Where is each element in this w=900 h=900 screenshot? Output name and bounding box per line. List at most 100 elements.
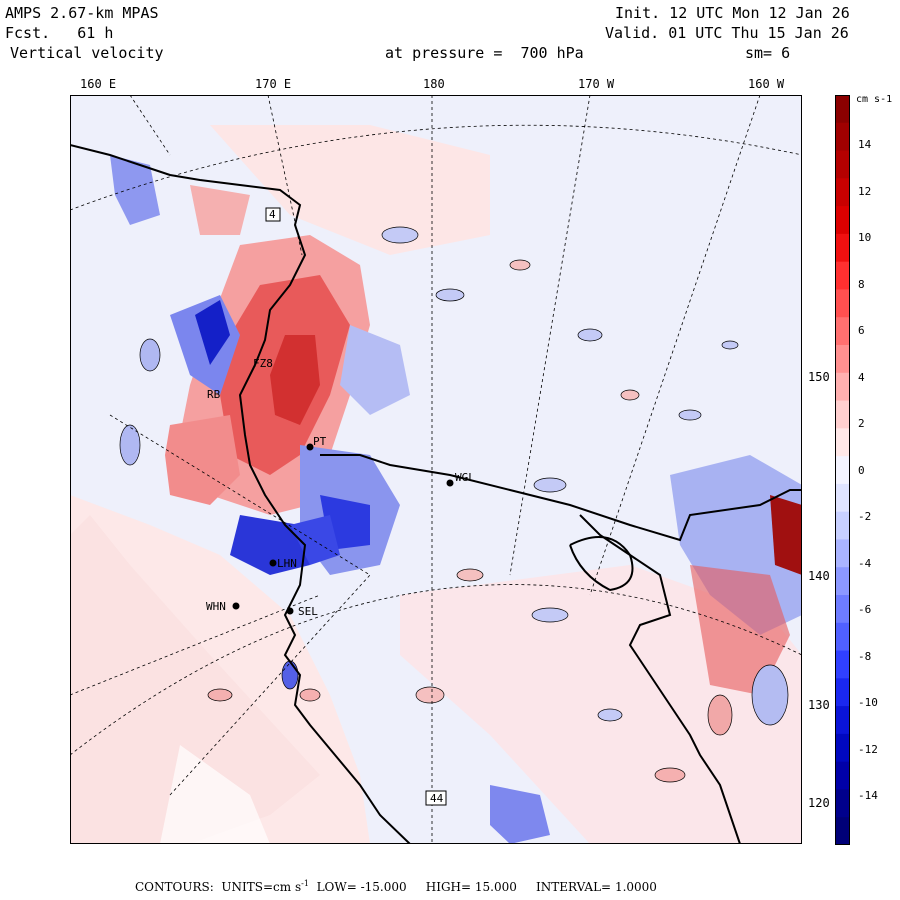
colorbar-swatch [835,233,850,263]
scattered-cells [119,226,789,783]
field-name: Vertical velocity [10,44,164,62]
colorbar-swatch [835,178,850,207]
colorbar-swatch [835,817,850,845]
fcst-label: Fcst. [5,24,51,42]
colorbar-swatch [835,206,850,235]
station-lhn-label: LHN [277,557,297,570]
colorbar-swatch [835,483,850,513]
lon-label-160e: 160 E [80,77,117,91]
colorbar-tick-label: 14 [858,138,872,151]
downdraft-1-core [195,300,230,365]
low-value: -15.000 [360,880,407,894]
colorbar-swatch [835,150,850,179]
colorbar-swatch [835,595,850,624]
station-pt-dot [306,443,314,451]
colorbar-swatch [835,733,850,763]
station-sel-dot [286,607,294,615]
island [569,536,634,592]
coastline [70,144,802,844]
east-pink-region [400,565,802,844]
meridian-160w [589,95,761,596]
colorbar-swatch [835,372,850,402]
colorbar-swatch [835,511,850,540]
colorbar-tick-label: 12 [858,184,872,198]
updraft-west [165,415,240,505]
colorbar-tick-label: -14 [858,789,878,802]
colorbar-swatch [835,456,850,485]
updraft-east [690,565,790,695]
colorbar-swatch [835,428,850,457]
station-44-label: 44 [430,792,444,805]
fcst-value: 61 h [77,24,114,42]
colorbar-tick-label: 2 [858,417,865,430]
updraft-east-max [770,495,802,575]
colorbar-swatch [835,650,850,679]
contour-info: CONTOURS: UNITS=cm s-1 LOW= -15.000 HIGH… [135,879,657,894]
station-wgl-label: WGL [455,471,475,484]
station-pt-label: PT [313,435,327,448]
colorbar-swatch [835,317,850,346]
meridian-west [109,414,371,576]
colorbar-swatch [835,122,850,152]
colorbar-swatch [835,789,850,818]
low-label: LOW= [316,880,357,894]
colorbar-swatch [835,539,850,568]
lon-label-170w: 170 W [578,77,615,91]
colorbar-swatch [835,289,850,318]
station-wgl-dot [446,479,454,487]
station-whn-label: WHN [206,600,226,613]
updraft-north [190,185,250,235]
interval-label: INTERVAL= [535,880,612,894]
colorbar-units: cm s-1 [856,94,893,105]
colorbar-tick-label: -8 [858,649,872,663]
southwest-pink-region [70,515,320,844]
contours-label: CONTOURS: [135,880,214,894]
pressure-label: at pressure = [385,44,503,62]
colorbar-swatch [835,95,850,124]
colorbar-tick-label: -10 [858,696,878,709]
station-fz8-label: FZ8 [253,357,273,370]
downdraft-6 [290,515,340,565]
station-sel-label: SEL [298,605,318,618]
meridian-sw [70,594,321,696]
downdraft-4 [340,325,410,415]
colorbar-swatch [835,567,850,596]
units-label: UNITS=cm s [221,880,302,894]
colorbar [835,95,850,845]
model-title: AMPS 2.67-km MPAS [5,4,159,22]
high-value: 15.000 [474,880,517,894]
colorbar-frame [835,95,850,845]
colorbar-swatch [835,678,850,707]
map-frame [70,95,802,844]
units-exponent: -1 [301,879,309,888]
lon-label-160w: 160 W [748,77,785,91]
meridian-160e [129,95,171,156]
colorbar-swatch [835,622,850,652]
parallel-2 [70,584,802,756]
meridian-s [169,574,371,796]
forecast-hour: Fcst. 61 h [5,24,113,42]
station-4-label: 4 [269,208,276,221]
valid-time: Valid. 01 UTC Thu 15 Jan 26 [605,24,849,42]
colorbar-tick-label: 0 [858,463,865,477]
white-patch [160,745,270,844]
colorbar-swatch [835,345,850,374]
colorbar-tick-label: -12 [858,742,878,756]
colorbar-swatch [835,706,850,735]
colorbar-tick-label: -4 [858,556,872,570]
vertical-velocity-map: 4 FZ8 RB PT WGL LHN WHN SEL 44 [70,95,802,844]
colorbar-swatch [835,261,850,290]
lon-label-170e: 170 E [255,77,292,91]
smoothing: sm= 6 [745,44,791,62]
station-rb-label: RB [207,388,221,401]
colorbar-tick-label: -2 [858,510,872,523]
high-label: HIGH= [425,880,472,894]
station-whn-dot [232,602,240,610]
north-pink-region [210,125,490,255]
downdraft-2 [110,155,160,225]
colorbar-tick-label: 10 [858,231,872,244]
lon-label-180: 180 [423,77,445,91]
pressure-value: 700 hPa [520,44,584,62]
colorbar-swatch [835,761,850,790]
pressure-level: at pressure = 700 hPa [385,44,584,62]
